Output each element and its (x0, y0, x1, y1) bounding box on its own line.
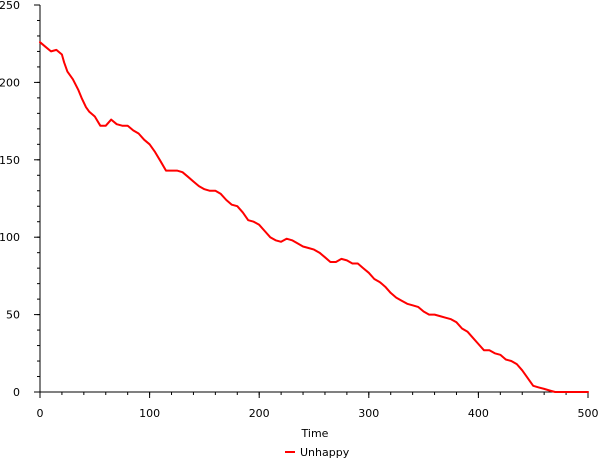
y-tick-label: 200 (0, 76, 20, 89)
series-line-unhappy (39, 41, 589, 393)
legend-label-unhappy: Unhappy (300, 446, 350, 459)
x-tick-label: 500 (578, 407, 598, 420)
x-tick-label: 200 (249, 407, 270, 420)
y-tick-label: 100 (0, 231, 20, 244)
y-tick-label: 250 (0, 0, 20, 12)
x-tick-label: 400 (468, 407, 489, 420)
y-tick-label: 50 (6, 309, 20, 322)
x-axis-title: Time (301, 427, 329, 440)
axes: 0 50 100 150 200 250 0 100 200 300 400 500 (0, 0, 598, 420)
plot-area (39, 41, 589, 393)
x-tick-label: 100 (139, 407, 160, 420)
x-tick-label: 300 (358, 407, 379, 420)
y-tick-label: 0 (13, 386, 20, 399)
y-tick-label: 150 (0, 154, 20, 167)
x-tick-label: 0 (37, 407, 44, 420)
legend[interactable]: Unhappy (285, 446, 350, 459)
